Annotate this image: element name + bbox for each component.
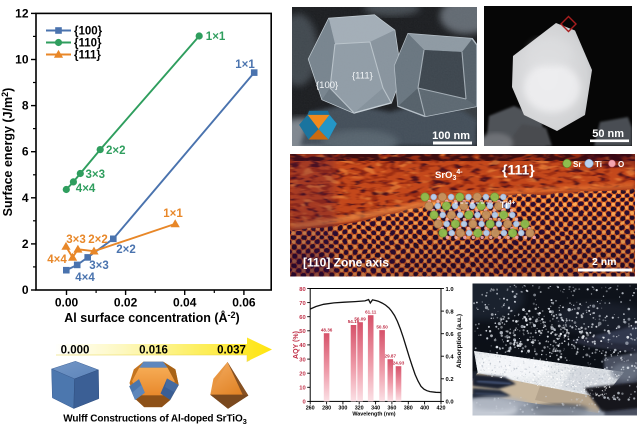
svg-text:Sr: Sr [573,160,581,169]
svg-text:4: 4 [22,191,29,205]
svg-text:2×2: 2×2 [116,244,136,256]
svg-text:Absorption (a.u.): Absorption (a.u.) [456,314,463,368]
svg-text:50 nm: 50 nm [592,128,624,140]
svg-text:48.36: 48.36 [321,327,333,332]
svg-text:61.11: 61.11 [365,309,377,314]
svg-text:54.16: 54.16 [348,319,360,324]
svg-text:2×2: 2×2 [106,145,126,157]
svg-text:400: 400 [420,406,429,412]
svg-text:4×4: 4×4 [76,183,96,195]
svg-text:0.02: 0.02 [114,296,138,310]
svg-text:6: 6 [22,145,29,159]
svg-text:0.000: 0.000 [61,345,90,357]
svg-text:0.016: 0.016 [139,345,168,357]
svg-text:50: 50 [299,329,305,335]
svg-text:50.50: 50.50 [376,324,388,329]
svg-text:24.93: 24.93 [393,360,405,365]
svg-text:Wavelength (nm): Wavelength (nm) [352,412,395,418]
svg-text:[110] Zone axis: [110] Zone axis [303,256,389,270]
svg-text:340: 340 [371,406,380,412]
svg-text:0.8: 0.8 [446,309,455,315]
svg-text:AQY (%): AQY (%) [293,331,300,359]
svg-text:420: 420 [437,406,446,412]
svg-text:1×1: 1×1 [206,31,226,43]
svg-text:{111}: {111} [502,162,535,178]
svg-text:40: 40 [299,343,305,349]
svg-text:30: 30 [299,357,305,363]
svg-text:56.09: 56.09 [354,316,366,321]
svg-text:2 nm: 2 nm [592,256,617,268]
svg-text:20: 20 [299,372,305,378]
svg-text:8: 8 [22,99,29,113]
svg-text:{111}: {111} [352,71,373,82]
svg-text:{110}: {110} [74,38,102,50]
svg-text:260: 260 [306,406,315,412]
svg-text:10: 10 [15,53,29,67]
svg-text:O: O [618,160,624,169]
svg-text:3×3: 3×3 [89,260,109,272]
svg-text:0: 0 [302,400,305,406]
svg-text:360: 360 [387,406,396,412]
svg-text:29.87: 29.87 [385,353,397,358]
svg-text:300: 300 [338,406,347,412]
svg-text:280: 280 [322,406,331,412]
svg-text:Ti4+: Ti4+ [500,200,515,211]
svg-text:380: 380 [404,406,413,412]
svg-text:320: 320 [355,406,364,412]
svg-text:0.06: 0.06 [232,296,256,310]
svg-text:60: 60 [299,315,305,321]
svg-text:0.6: 0.6 [446,332,455,338]
svg-text:SrO34-: SrO34- [435,169,463,182]
svg-text:{100}: {100} [316,80,338,91]
svg-text:Al surface concentration (Å-2): Al surface concentration (Å-2) [64,310,239,325]
svg-text:0.0: 0.0 [446,400,454,406]
svg-text:Wulff Constructions of Al-dope: Wulff Constructions of Al-doped SrTiO3 [63,414,247,426]
svg-text:0.037: 0.037 [217,345,246,357]
svg-text:2: 2 [22,237,29,251]
svg-text:0.04: 0.04 [173,296,197,310]
svg-text:{111}: {111} [74,50,101,62]
svg-text:4×4: 4×4 [47,254,67,266]
svg-text:0.4: 0.4 [446,355,455,361]
svg-text:0.2: 0.2 [446,377,454,383]
svg-text:1.0: 1.0 [446,287,454,293]
svg-text:10: 10 [299,386,305,392]
svg-text:100 nm: 100 nm [432,130,470,142]
svg-text:4×4: 4×4 [75,272,95,284]
svg-text:12: 12 [15,6,29,20]
svg-text:3×3: 3×3 [66,234,86,246]
svg-text:Surface energy (J/m2): Surface energy (J/m2) [0,88,15,217]
svg-text:2×2: 2×2 [88,234,108,246]
svg-text:{100}: {100} [74,26,103,38]
svg-text:0.00: 0.00 [55,296,79,310]
svg-text:80: 80 [299,287,305,293]
svg-text:70: 70 [299,301,305,307]
svg-text:3×3: 3×3 [86,169,106,181]
svg-text:1×1: 1×1 [235,59,255,71]
svg-text:Ti: Ti [595,160,602,169]
svg-text:0: 0 [22,283,29,297]
svg-text:1×1: 1×1 [163,208,183,220]
